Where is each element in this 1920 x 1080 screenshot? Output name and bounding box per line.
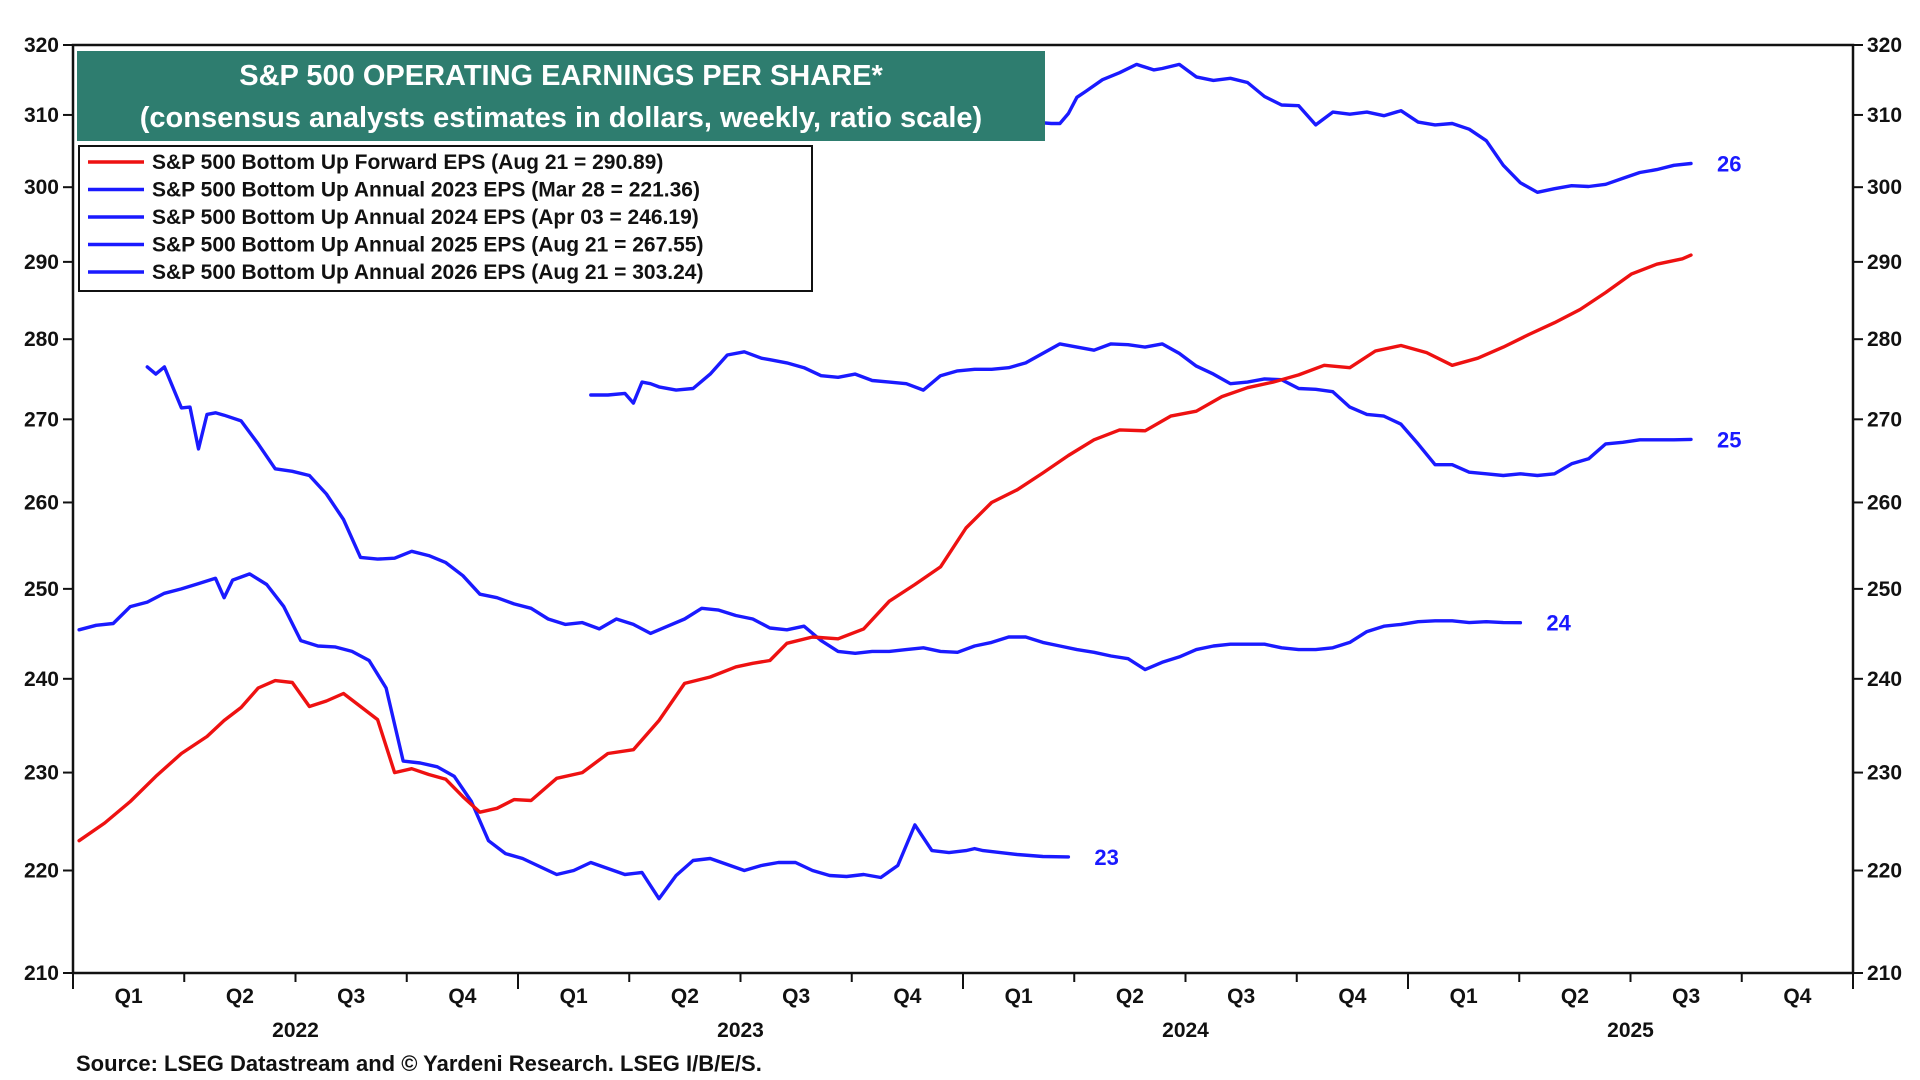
y-tick-label-left: 210: [24, 962, 59, 985]
x-quarter-label: Q2: [1561, 985, 1589, 1008]
x-quarter-label: Q2: [226, 985, 254, 1008]
series-line-0: [77, 253, 1693, 843]
chart-subtitle: (consensus analysts estimates in dollars…: [140, 102, 982, 134]
y-tick-label-right: 320: [1867, 34, 1902, 57]
y-tick-label-left: 290: [24, 251, 59, 274]
title-box: S&P 500 OPERATING EARNINGS PER SHARE* (c…: [77, 51, 1045, 141]
y-tick-label-right: 250: [1867, 578, 1902, 601]
y-tick-label-right: 230: [1867, 762, 1902, 785]
y-tick-label-right: 270: [1867, 408, 1902, 431]
y-tick-label-right: 310: [1867, 104, 1902, 127]
x-quarter-label: Q1: [1450, 985, 1478, 1008]
x-quarter-label: Q3: [1227, 985, 1255, 1008]
x-quarter-label: Q4: [1783, 985, 1811, 1008]
legend-label: S&P 500 Bottom Up Annual 2026 EPS (Aug 2…: [152, 261, 703, 284]
y-tick-label-left: 300: [24, 176, 59, 199]
y-tick-label-left: 240: [24, 668, 59, 691]
legend-label: S&P 500 Bottom Up Annual 2025 EPS (Aug 2…: [152, 234, 703, 257]
x-quarter-label: Q1: [560, 985, 588, 1008]
x-quarter-label: Q3: [782, 985, 810, 1008]
series-line-2: [145, 365, 1523, 672]
legend: S&P 500 Bottom Up Forward EPS (Aug 21 = …: [78, 145, 813, 292]
x-year-label: 2025: [1607, 1019, 1654, 1042]
x-quarter-label: Q4: [893, 985, 921, 1008]
y-axis-left: 210 220 230 240 250 260 270 280 290 300 310 320: [24, 34, 73, 985]
series-layer: [77, 62, 1693, 901]
y-tick-label-right: 290: [1867, 251, 1902, 274]
y-tick-label-right: 210: [1867, 962, 1902, 985]
series-end-label: 25: [1717, 427, 1741, 452]
x-quarter-label: Q2: [1116, 985, 1144, 1008]
x-year-label: 2023: [717, 1019, 764, 1042]
series-end-label: 26: [1717, 152, 1741, 177]
legend-label: S&P 500 Bottom Up Annual 2024 EPS (Apr 0…: [152, 206, 699, 229]
x-quarter-label: Q1: [1005, 985, 1033, 1008]
x-quarter-label: Q2: [671, 985, 699, 1008]
series-line-3: [589, 342, 1693, 478]
x-quarter-label: Q3: [337, 985, 365, 1008]
y-tick-label-right: 240: [1867, 668, 1902, 691]
x-quarter-label: Q1: [115, 985, 143, 1008]
series-line-4: [1041, 62, 1693, 195]
y-tick-label-right: 280: [1867, 328, 1902, 351]
series-end-label: 23: [1094, 845, 1118, 870]
y-tick-label-right: 220: [1867, 860, 1902, 883]
x-quarter-label: Q3: [1672, 985, 1700, 1008]
y-tick-label-right: 300: [1867, 176, 1902, 199]
y-axis-right: 210 220 230 240 250 260 270 280 290 300 310 320: [1853, 34, 1902, 985]
y-tick-label-left: 250: [24, 578, 59, 601]
x-year-label: 2024: [1162, 1019, 1209, 1042]
y-tick-label-left: 280: [24, 328, 59, 351]
series-end-label: 24: [1546, 611, 1571, 636]
y-tick-label-left: 270: [24, 408, 59, 431]
y-tick-label-left: 230: [24, 762, 59, 785]
legend-label: S&P 500 Bottom Up Annual 2023 EPS (Mar 2…: [152, 179, 700, 202]
legend-label: S&P 500 Bottom Up Forward EPS (Aug 21 = …: [152, 151, 663, 174]
source-note: Source: LSEG Datastream and © Yardeni Re…: [76, 1051, 762, 1076]
x-axis: Q1 Q2 Q3 Q4 Q1 Q2 Q3 Q4 Q1 Q2 Q3 Q4 Q1 Q2 Q3 Q4 2022 2023…: [72, 973, 1854, 1042]
y-tick-label-left: 320: [24, 34, 59, 57]
x-quarter-label: Q4: [1338, 985, 1366, 1008]
end-labels: 23 24 25 26: [1094, 152, 1741, 870]
y-tick-label-left: 310: [24, 104, 59, 127]
y-tick-label-left: 220: [24, 860, 59, 883]
x-year-label: 2022: [272, 1019, 319, 1042]
x-quarter-label: Q4: [448, 985, 476, 1008]
y-tick-label-left: 260: [24, 491, 59, 514]
chart-title: S&P 500 OPERATING EARNINGS PER SHARE*: [239, 60, 883, 92]
series-line-1: [77, 572, 1071, 901]
y-tick-label-right: 260: [1867, 491, 1902, 514]
